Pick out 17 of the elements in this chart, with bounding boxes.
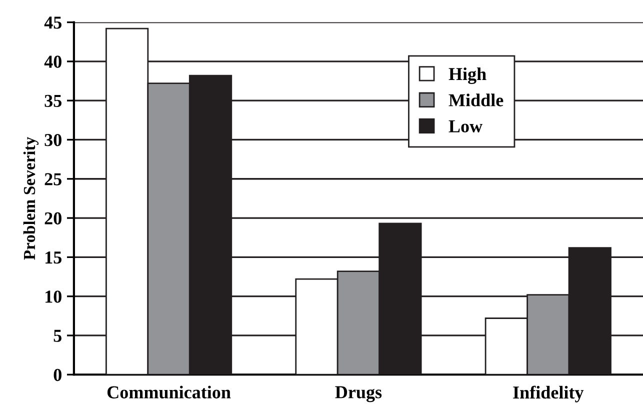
y-axis-title: Problem Severity xyxy=(23,136,39,260)
y-tick-label: 5 xyxy=(54,330,62,342)
y-tick-label: 45 xyxy=(44,16,62,29)
legend-label: Low xyxy=(448,120,482,132)
y-tick-label: 30 xyxy=(44,134,62,146)
legend-label: Middle xyxy=(448,94,504,106)
y-tick-label: 35 xyxy=(44,94,62,108)
x-tick-label: Drugs xyxy=(335,386,382,402)
x-tick-label: Infidelity xyxy=(513,386,584,402)
y-tick-label: 15 xyxy=(46,252,62,264)
y-tick-label: 20 xyxy=(44,212,62,224)
y-tick-label: 10 xyxy=(46,290,62,303)
legend-label: High xyxy=(448,67,486,84)
y-tick-label: 25 xyxy=(44,173,62,186)
y-tick-label: 40 xyxy=(44,56,62,68)
x-tick-label: Communication xyxy=(107,386,231,398)
y-tick-label: 0 xyxy=(54,368,62,382)
